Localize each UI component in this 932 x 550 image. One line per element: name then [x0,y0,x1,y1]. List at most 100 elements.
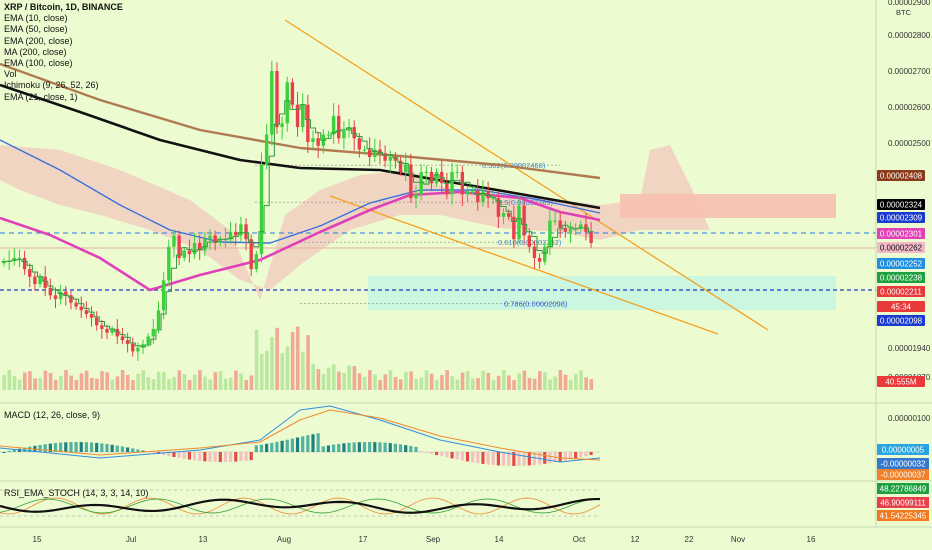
candle [388,157,392,161]
candle [275,71,279,128]
candle [2,261,6,264]
candle [182,250,186,258]
volume-bar [568,379,573,390]
macd-histogram-bar [491,452,495,466]
price-axis-tag [877,376,925,387]
volume-bar [455,379,460,390]
volume-bar [522,370,527,390]
macd-histogram-bar [69,442,73,452]
macd-histogram-bar [275,441,279,452]
candle [404,164,408,172]
candle [17,257,22,259]
macd-axis-tick: 0.00000100 [888,414,931,423]
candle [553,220,557,222]
macd-histogram-bar [563,452,567,461]
candle [393,157,398,161]
macd-histogram-bar [203,452,207,462]
candle [347,127,351,131]
candle [285,82,289,124]
macd-histogram-bar [249,452,253,461]
volume-bar [136,373,140,390]
ema50-line [0,139,601,244]
candle [151,328,156,337]
volume-bar [249,375,254,390]
macd-histogram-bar [120,446,125,452]
candle [537,257,542,262]
price-axis-tag [877,212,925,223]
volume-bar [131,379,135,390]
candle [589,231,593,243]
volume-bar [141,370,146,390]
macd-histogram-bar [368,442,372,452]
macd-histogram-bar [445,452,449,458]
volume-bar [100,371,104,390]
volume-bar [33,378,37,390]
volume-bar [89,377,94,390]
time-axis-tick: 14 [495,535,504,544]
volume-bar [584,377,588,390]
time-axis-tick: 12 [631,535,640,544]
volume-bar [321,373,326,390]
volume-bar [7,370,12,390]
macd-axis-tag [877,469,929,480]
volume-bar [198,370,202,390]
volume-bar [12,376,17,390]
macd-axis-tag-label: 0.00000005 [882,446,925,455]
fib-zone-upper [620,194,836,218]
candle [491,198,495,200]
macd-histogram-bar [285,439,289,452]
legend-item-ema10: EMA (10, close) [4,13,68,24]
candle [53,295,58,300]
rsi-stoch-d-line [0,498,601,514]
macd-axis-tag [877,458,929,469]
candle [326,134,331,136]
volume-bar [501,370,506,390]
price-axis-tick: 0.00002500 [888,139,931,148]
macd-histogram-bar [512,452,516,466]
candle [290,82,295,105]
macd-histogram-bar [218,452,222,462]
candle [244,224,248,240]
ema100-line [0,190,601,292]
macd-histogram-bar [501,452,506,466]
ema10-line [1,100,594,348]
candle [465,190,470,195]
macd-histogram-bar [342,443,346,452]
volume-bar [465,370,470,390]
volume-bar [192,374,197,390]
volume-bar [435,379,439,390]
volume-bar [162,371,166,390]
volume-bar [146,377,151,390]
candle [74,302,78,307]
candle [270,71,274,135]
macd-signal-line [0,409,601,461]
macd-histogram-bar [311,434,315,452]
macd-histogram-bar [23,447,27,452]
macd-histogram-bar [496,452,500,466]
volume-bar [342,372,346,390]
time-axis-tick: Jul [126,535,136,544]
volume-bar [223,378,228,390]
macd-histogram-bar [326,445,331,452]
candle [424,171,428,173]
candle [470,190,475,192]
macd-histogram-bar [352,442,356,452]
macd-histogram-bar [53,443,58,452]
candle [311,138,315,143]
candle [517,205,521,240]
volume-bar [460,372,465,390]
price-axis-tag [877,199,925,210]
time-axis-tick: 15 [33,535,42,544]
macd-histogram-bar [373,442,377,452]
fib-label: 0.786(0.00002098) [504,300,568,309]
macd-histogram-bar [362,442,367,452]
macd-histogram-bar [450,452,454,459]
candle [337,115,341,139]
volume-bar [558,370,563,390]
volume-bar [512,379,516,390]
volume-bar [172,377,176,390]
macd-histogram-bar [527,452,531,466]
candle [522,205,526,236]
volume-bar [275,327,279,390]
